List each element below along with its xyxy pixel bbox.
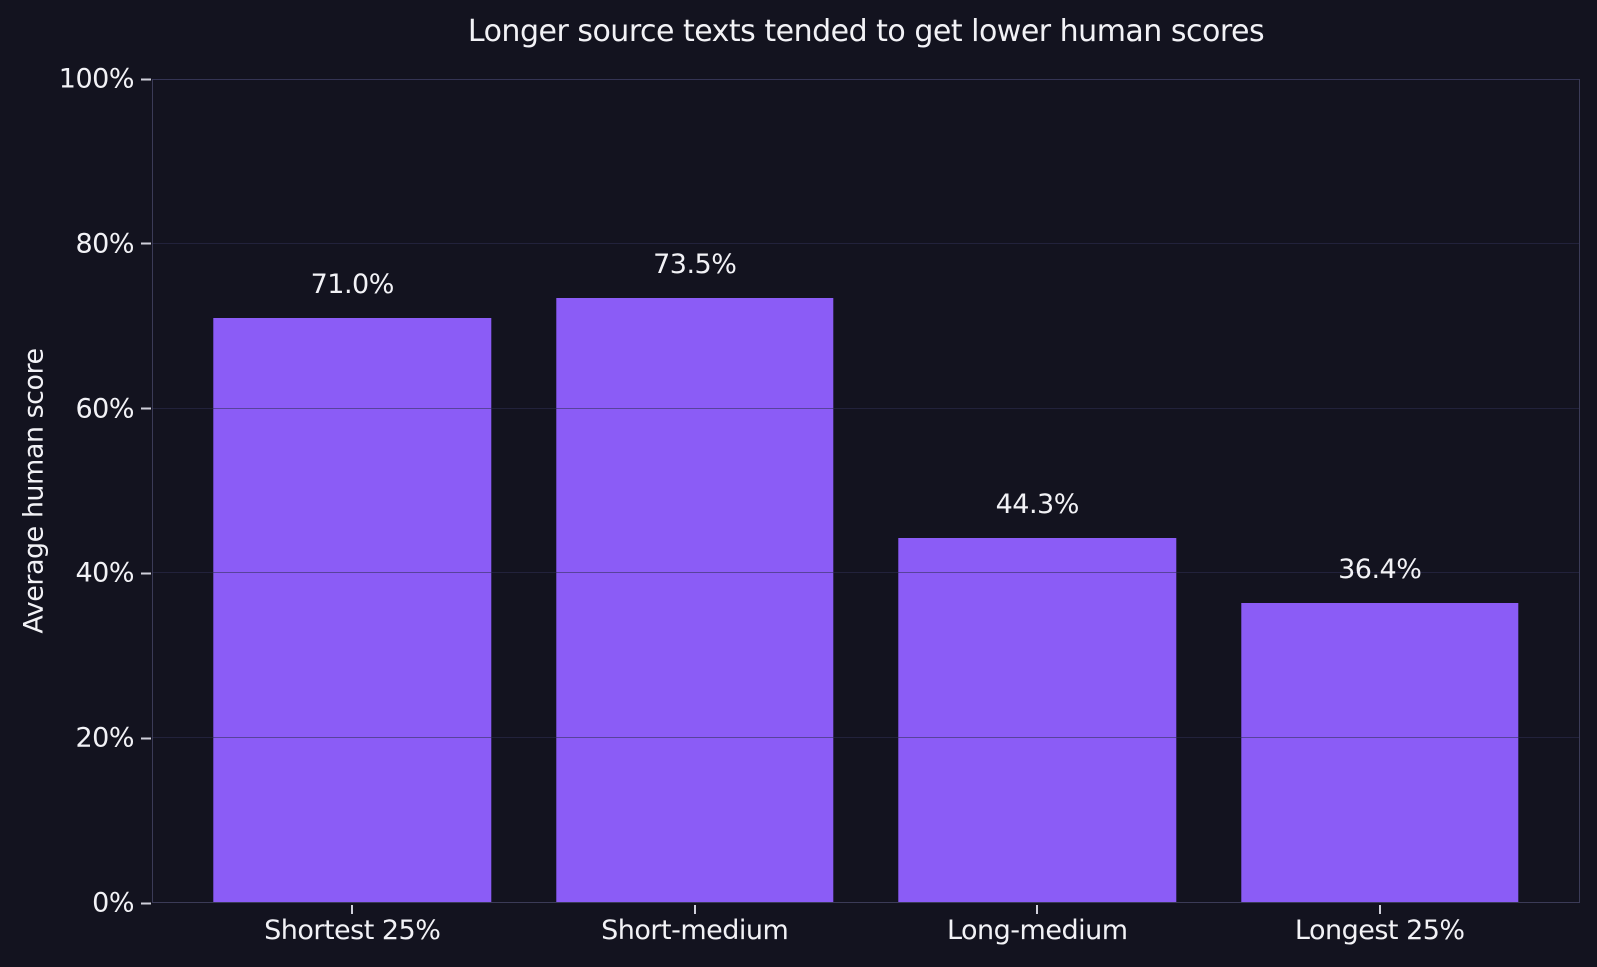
plot-area: 71.0% Shortest 25% 73.5% Short-medium 44.3% L…: [152, 79, 1580, 946]
x-tick-label: Longest 25%: [1294, 915, 1465, 946]
bar-value-label: 36.4%: [1338, 553, 1422, 585]
y-tick-mark: [141, 78, 151, 80]
gridline-100: [153, 79, 1579, 80]
y-tick-40: 40%: [0, 558, 152, 589]
bar: [213, 318, 491, 902]
x-tick-label: Long-medium: [946, 915, 1128, 946]
x-tick-label: Shortest 25%: [264, 915, 441, 946]
gridline-80: [153, 243, 1579, 245]
bar-value-label: 71.0%: [310, 269, 395, 301]
gridline-40: [153, 572, 1579, 574]
y-tick-label: 60%: [75, 393, 134, 425]
y-tick-label: 40%: [75, 557, 134, 589]
gridline-20: [153, 736, 1579, 738]
bar-value-label: 44.3%: [995, 488, 1080, 520]
y-tick-mark: [141, 242, 151, 245]
gridline-60: [153, 407, 1579, 409]
bar: [1241, 602, 1519, 902]
y-axis: 0% 20% 40% 60% 80% 100%: [0, 64, 152, 919]
bar-group-4: 36.4% Longest 25%: [1209, 80, 1552, 946]
x-tick-mark: [1378, 905, 1381, 914]
y-tick-60: 60%: [0, 393, 152, 424]
bar-group-2: 73.5% Short-medium: [524, 80, 867, 946]
bar-group-1: 71.0% Shortest 25%: [181, 80, 524, 946]
y-tick-label: 80%: [75, 228, 134, 260]
y-tick-100: 100%: [0, 64, 152, 95]
x-tick-mark: [351, 905, 354, 914]
chart-title: Longer source texts tended to get lower …: [467, 14, 1265, 49]
y-tick-mark: [141, 572, 151, 575]
x-tick-mark: [693, 905, 696, 914]
bars-row: 71.0% Shortest 25% 73.5% Short-medium 44.3% L…: [181, 80, 1552, 946]
y-tick-0: 0%: [0, 888, 152, 919]
bar-group-3: 44.3% Long-medium: [866, 80, 1209, 946]
y-tick-mark: [141, 737, 151, 740]
y-tick-20: 20%: [0, 723, 152, 754]
y-tick-label: 0%: [92, 887, 134, 919]
y-tick-mark: [141, 902, 151, 904]
x-tick-label: Short-medium: [601, 915, 789, 946]
y-tick-label: 100%: [58, 63, 135, 95]
y-tick-80: 80%: [0, 228, 152, 259]
bar: [556, 297, 834, 902]
bar: [898, 537, 1176, 902]
y-tick-mark: [141, 407, 151, 410]
y-tick-label: 20%: [75, 722, 134, 754]
bar-value-label: 73.5%: [653, 248, 737, 280]
x-tick-mark: [1036, 905, 1039, 914]
